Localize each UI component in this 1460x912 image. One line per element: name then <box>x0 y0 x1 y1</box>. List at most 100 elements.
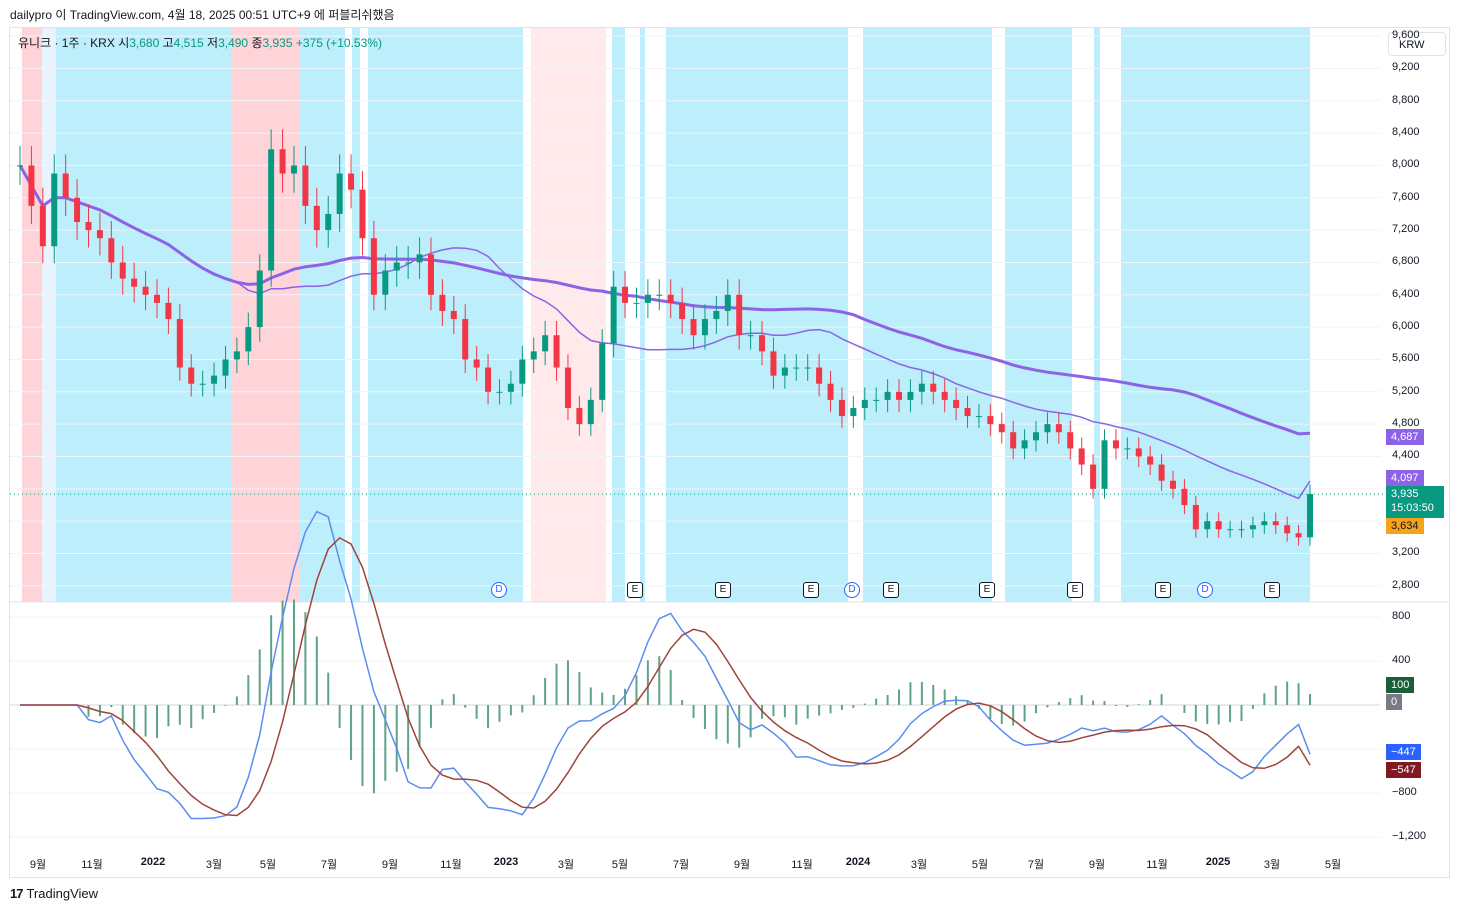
candle-body <box>953 399 960 408</box>
candle-body <box>233 351 240 360</box>
dividend-marker[interactable]: D <box>844 582 860 598</box>
earnings-marker[interactable]: E <box>627 582 643 598</box>
earnings-marker[interactable]: E <box>979 582 995 598</box>
candle-body <box>211 375 218 384</box>
time-tick-label: 7월 <box>672 859 690 871</box>
candle-body <box>393 262 400 271</box>
time-tick-label: 2025 <box>1205 856 1231 868</box>
tradingview-logo-icon: 17 <box>10 886 24 901</box>
candle-body <box>861 399 868 408</box>
candle-body <box>918 383 925 392</box>
candle-body <box>1192 504 1199 530</box>
candle-body <box>998 424 1005 433</box>
candle-body <box>1181 488 1188 505</box>
earnings-marker[interactable]: E <box>715 582 731 598</box>
candle-body <box>701 319 708 336</box>
price-tick-label: 7,600 <box>1392 190 1420 203</box>
signal-line <box>20 536 1311 817</box>
bar-countdown: 15:03:50 <box>1391 502 1434 514</box>
candle-body <box>964 407 971 417</box>
earnings-marker[interactable]: E <box>883 582 899 598</box>
candle-body <box>941 391 948 400</box>
ma-mid-badge: 4,097 <box>1386 470 1424 486</box>
dividend-marker[interactable]: D <box>491 582 507 598</box>
time-tick-label: 11월 <box>1146 859 1168 871</box>
price-tick-label: 8,800 <box>1392 93 1420 106</box>
candle-body <box>781 367 788 376</box>
candle-body <box>370 238 377 295</box>
candle-body <box>290 165 297 174</box>
candle-body <box>176 319 183 368</box>
time-tick-label: 3월 <box>1263 859 1281 871</box>
candle-body <box>485 367 492 392</box>
time-tick-label: 2023 <box>493 856 519 868</box>
candle-body <box>302 165 309 206</box>
symbol-name[interactable]: 유니크 · 1주 · KRX <box>18 36 115 50</box>
candle-body <box>873 399 880 401</box>
candle-body <box>610 286 617 344</box>
time-tick-label: 5월 <box>1324 859 1342 871</box>
candle-body <box>1101 440 1108 489</box>
candle-body <box>1090 464 1097 489</box>
candle-body <box>564 367 571 408</box>
time-tick-label: 5월 <box>971 859 989 871</box>
candle-body <box>473 359 480 368</box>
candle-body <box>245 327 252 352</box>
candle-body <box>325 213 332 231</box>
candle-body <box>1055 424 1062 433</box>
time-tick-label: 9월 <box>381 859 399 871</box>
candle-body <box>656 294 663 296</box>
price-tick-label: 7,200 <box>1392 223 1420 236</box>
zero-badge: 0 <box>1386 694 1403 710</box>
candle-body <box>96 230 103 239</box>
tradingview-footer[interactable]: 17 TradingView <box>10 886 98 901</box>
candle-body <box>975 416 982 418</box>
earnings-marker[interactable]: E <box>1264 582 1280 598</box>
session-band <box>640 28 645 602</box>
candle-body <box>747 335 754 337</box>
candle-body <box>1067 432 1074 449</box>
candle-body <box>804 367 811 369</box>
price-tick-label: 8,000 <box>1392 158 1420 171</box>
session-band <box>352 28 360 602</box>
candle-body <box>142 286 149 295</box>
candle-body <box>1044 424 1051 433</box>
low-label: 저 <box>207 36 219 50</box>
session-band <box>1121 28 1310 602</box>
price-tick-label: 5,600 <box>1392 352 1420 365</box>
candle-body <box>907 391 914 400</box>
session-band <box>232 28 300 602</box>
candle-body <box>359 189 366 239</box>
candle-body <box>736 294 743 336</box>
time-tick-label: 2024 <box>845 856 871 868</box>
candle-body <box>1033 432 1040 441</box>
earnings-marker[interactable]: E <box>1155 582 1171 598</box>
macd-tick-label: −800 <box>1392 786 1417 798</box>
candle-body <box>1112 440 1119 449</box>
candle-body <box>348 173 355 190</box>
session-band <box>42 28 56 602</box>
candle-body <box>690 319 697 336</box>
time-tick-label: 3월 <box>557 859 575 871</box>
candle-body <box>462 319 469 360</box>
candle-body <box>62 173 69 198</box>
candle-body <box>74 197 81 223</box>
price-tick-label: 4,400 <box>1392 449 1420 462</box>
time-tick-label: 7월 <box>1027 859 1045 871</box>
earnings-marker[interactable]: E <box>803 582 819 598</box>
time-tick-label: 3월 <box>910 859 928 871</box>
candle-body <box>530 351 537 360</box>
open-label: 시 <box>118 36 130 50</box>
open-value: 3,680 <box>129 36 160 50</box>
earnings-marker[interactable]: E <box>1067 582 1083 598</box>
candle-body <box>713 310 720 320</box>
last-price-badge: 3,935 15:03:50 <box>1386 486 1444 518</box>
currency-button[interactable]: KRW <box>1388 32 1446 56</box>
time-tick-label: 7월 <box>320 859 338 871</box>
candle-body <box>28 165 35 206</box>
candle-body <box>553 335 560 368</box>
dividend-marker[interactable]: D <box>1197 582 1213 598</box>
candle-body <box>759 335 766 352</box>
price-tick-label: 6,400 <box>1392 287 1420 300</box>
